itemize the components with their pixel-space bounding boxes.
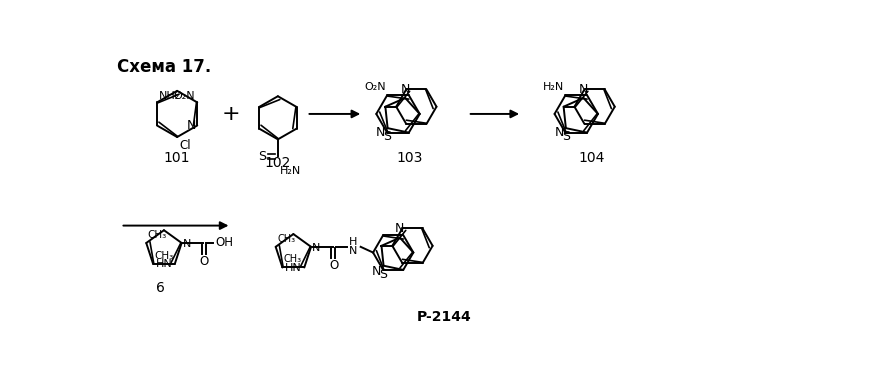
Text: CH₃: CH₃ <box>148 230 167 240</box>
Text: Схема 17.: Схема 17. <box>117 58 212 77</box>
Text: 6: 6 <box>156 281 165 295</box>
Text: Cl: Cl <box>180 139 191 151</box>
Text: O₂N: O₂N <box>174 91 195 101</box>
Text: N: N <box>395 222 405 235</box>
Text: O₂N: O₂N <box>364 82 385 92</box>
Text: N: N <box>376 126 385 139</box>
Text: H₂N: H₂N <box>279 166 301 176</box>
Text: N: N <box>578 83 588 96</box>
Text: H₂N: H₂N <box>543 82 564 92</box>
Text: O: O <box>199 255 209 268</box>
Text: CH₃: CH₃ <box>278 234 295 244</box>
Text: HN: HN <box>285 263 302 273</box>
Text: N: N <box>372 265 382 278</box>
Text: +: + <box>222 104 240 124</box>
Text: S: S <box>384 131 392 144</box>
Text: N: N <box>186 119 196 132</box>
Text: CH₃: CH₃ <box>155 251 174 260</box>
Text: S: S <box>258 150 266 163</box>
Text: N: N <box>182 239 190 249</box>
Text: N: N <box>312 243 320 253</box>
Text: 101: 101 <box>164 151 190 165</box>
Text: O: O <box>329 259 338 272</box>
Text: S: S <box>562 131 570 144</box>
Text: N: N <box>554 126 564 139</box>
Text: OH: OH <box>215 237 234 250</box>
Text: H
N: H N <box>349 237 357 256</box>
Text: S: S <box>379 268 387 281</box>
Text: 104: 104 <box>578 151 605 165</box>
Text: 102: 102 <box>264 156 291 170</box>
Text: CH₃: CH₃ <box>284 254 302 264</box>
Text: P-2144: P-2144 <box>417 310 472 324</box>
Text: NH₂: NH₂ <box>159 91 181 101</box>
Text: N: N <box>400 83 410 96</box>
Text: 103: 103 <box>396 151 423 165</box>
Text: HN: HN <box>156 259 173 269</box>
